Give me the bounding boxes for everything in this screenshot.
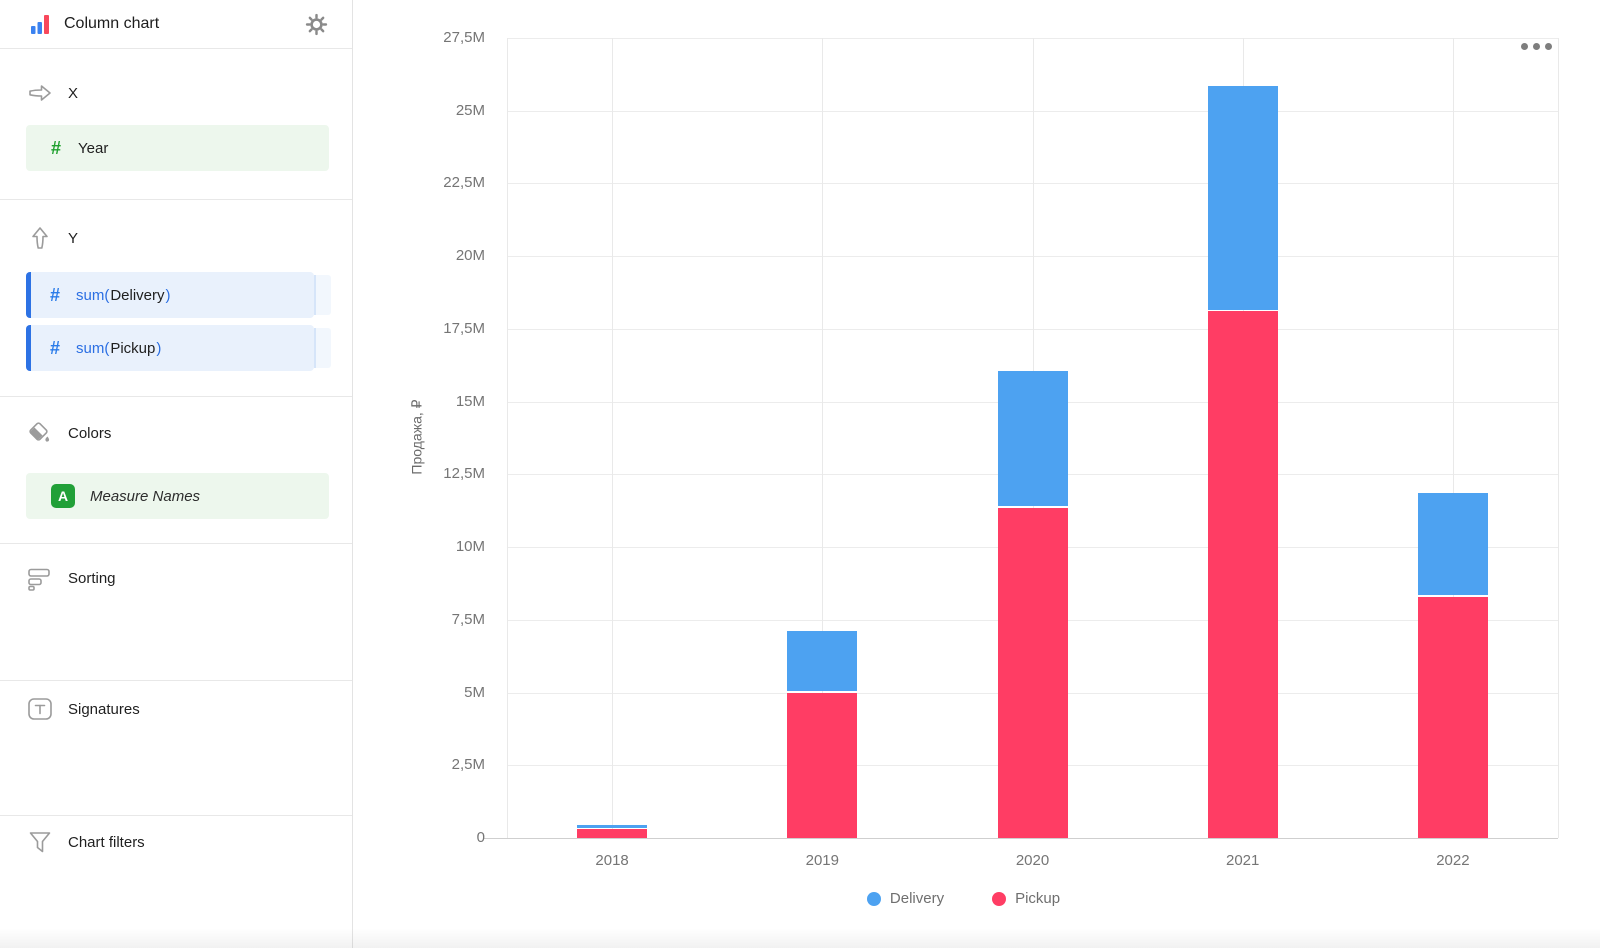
bar-segment-pickup-2021[interactable] [1207,311,1278,838]
legend-dot-delivery [866,891,881,906]
plot-right-edge [1558,38,1559,838]
measure-accent-bar [26,325,31,371]
y-tick-label: 25M [455,101,485,119]
y-axis-header: Y [26,224,330,252]
x-tick-label: 2020 [1015,852,1050,869]
funnel-icon [26,830,53,855]
y-tick-label: 2,5M [451,756,485,774]
y-tick-label: 17,5M [443,319,485,337]
legend-label: Pickup [1015,890,1061,907]
colors-label: Colors [68,424,112,442]
bar-segment-delivery-2022[interactable] [1417,493,1488,596]
x-tick-label: 2019 [805,852,839,869]
field-chip-sum-pickup[interactable]: # sum( Pickup ) [26,325,331,371]
bar-segment-pickup-2019[interactable] [787,692,858,838]
x-axis-section: X # Year [0,49,352,200]
chart-filters-label: Chart filters [68,833,145,851]
sorting-label: Sorting [68,569,116,587]
field-name: Measure Names [90,487,201,505]
y-tick-label: 27,5M [443,29,485,46]
field-name: Pickup [110,339,156,357]
hash-icon: # [51,137,62,158]
chart-panel: Продажа, ₽ Delivery Pickup 0 2,5M 5M 7,5M 10M… [353,0,1600,948]
stacked-chip-edge [314,275,331,315]
y-tick-label: 20M [455,247,485,265]
bar-segment-delivery-2020[interactable] [997,371,1068,507]
chart-settings-sidebar: Column chart [0,0,353,948]
category-gridline [822,38,824,838]
arrow-right-icon [26,83,53,103]
aggregation-suffix: ) [165,286,171,304]
colors-header: Colors [26,419,330,447]
signatures-section: Signatures [0,681,352,816]
x-tick-label: 2022 [1436,852,1470,869]
measure-accent-bar [26,272,31,318]
legend-dot-pickup [992,891,1007,906]
y-tick-label: 7,5M [451,610,485,628]
y-tick-label: 15M [455,392,485,410]
letter-a-icon: A [51,484,75,508]
x-axis-label: X [68,84,79,102]
bar-segment-pickup-2018[interactable] [577,829,648,838]
hash-icon: # [50,337,61,358]
signatures-label: Signatures [68,700,140,718]
bar-segment-pickup-2022[interactable] [1417,596,1488,838]
legend-item-delivery[interactable]: Delivery [866,890,945,907]
paint-bucket-icon [26,420,53,446]
legend-label: Delivery [889,890,945,907]
bar-segment-delivery-2021[interactable] [1207,86,1278,310]
y-axis-label: Y [68,229,79,247]
chart-menu-ellipsis-icon[interactable] [1518,40,1555,53]
field-name: Delivery [110,286,165,304]
stacked-chip-edge [314,328,331,368]
field-chip-sum-delivery[interactable]: # sum( Delivery ) [26,272,331,318]
y-tick-label: 0 [476,829,485,846]
y-tick-label: 22,5M [443,174,485,192]
category-gridline [1452,38,1454,838]
aggregation-prefix: sum( [76,286,110,304]
arrow-up-icon [26,225,53,251]
bar-segment-pickup-2020[interactable] [997,507,1068,838]
x-axis-line [483,838,1558,839]
y-tick-label: 5M [464,683,485,701]
sorting-bars-icon [26,566,53,591]
aggregation-prefix: sum( [76,339,110,357]
x-axis-header: X [26,79,330,107]
chart-filters-header: Chart filters [26,828,330,856]
text-box-icon [26,697,53,721]
y-tick-label: 10M [455,538,485,556]
aggregation-suffix: ) [156,339,162,357]
hash-icon: # [50,284,61,305]
bar-segment-delivery-2019[interactable] [787,631,858,692]
sorting-header: Sorting [26,564,330,592]
field-chip-measure-names[interactable]: A Measure Names [26,473,329,519]
x-tick-label: 2021 [1226,852,1260,869]
field-name: Year [78,139,109,157]
category-gridline [612,38,614,838]
sidebar-header: Column chart [0,0,352,49]
chart-filters-section: Chart filters [0,816,352,948]
signatures-header: Signatures [26,695,330,723]
gear-icon[interactable] [305,13,328,36]
x-tick-label: 2018 [595,852,629,869]
sorting-section: Sorting [0,544,352,681]
plot-left-edge [507,38,508,838]
y-tick-label: 12,5M [443,465,485,483]
colors-section: Colors A Measure Names [0,397,352,544]
field-chip-year[interactable]: # Year [26,125,329,171]
bar-segment-delivery-2018[interactable] [577,824,648,828]
chart-type-title: Column chart [64,15,160,32]
column-chart-icon [30,14,51,35]
legend: Delivery Pickup [353,890,1574,907]
y-axis-section: Y # sum( Delivery ) # sum( Pickup ) [0,200,352,397]
legend-item-pickup[interactable]: Pickup [992,890,1060,907]
